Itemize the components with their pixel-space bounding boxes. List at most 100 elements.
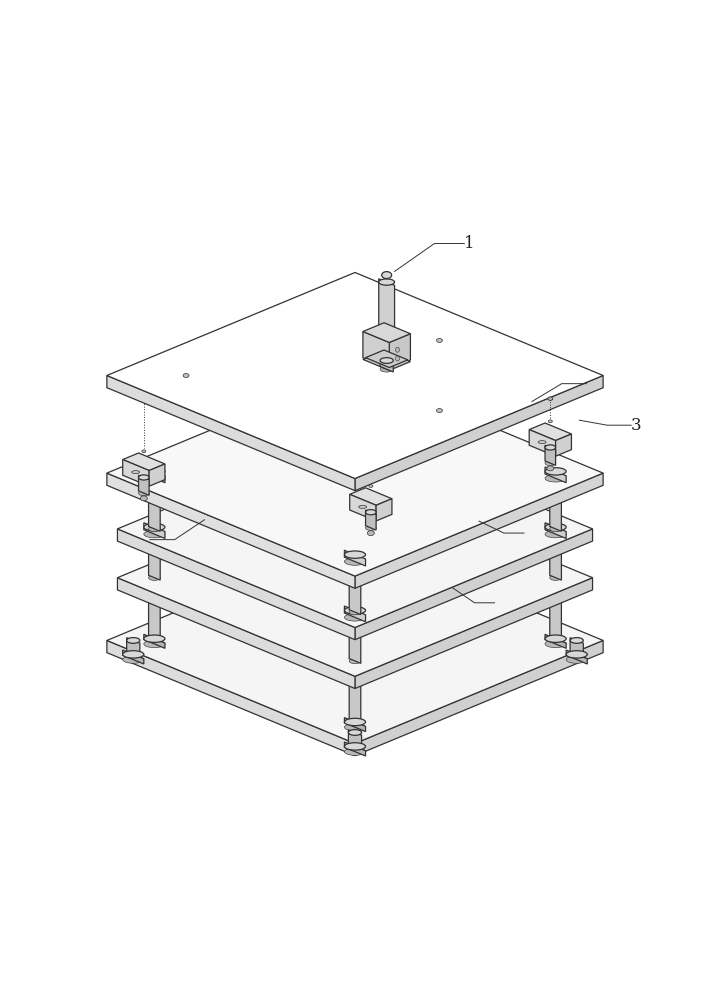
Polygon shape	[149, 575, 161, 643]
Ellipse shape	[436, 409, 442, 413]
Polygon shape	[389, 334, 410, 369]
Ellipse shape	[344, 384, 365, 392]
Ellipse shape	[349, 554, 360, 559]
Ellipse shape	[342, 508, 368, 526]
Ellipse shape	[550, 575, 561, 580]
Ellipse shape	[149, 526, 161, 532]
Ellipse shape	[348, 559, 362, 565]
Polygon shape	[348, 730, 362, 749]
Ellipse shape	[344, 718, 365, 726]
Polygon shape	[545, 523, 566, 538]
Polygon shape	[144, 634, 165, 648]
Polygon shape	[127, 638, 140, 657]
Ellipse shape	[545, 523, 566, 531]
Polygon shape	[118, 430, 593, 627]
Ellipse shape	[380, 366, 394, 372]
Ellipse shape	[349, 554, 360, 560]
Ellipse shape	[566, 656, 587, 663]
Ellipse shape	[349, 443, 360, 448]
Polygon shape	[344, 606, 365, 622]
Ellipse shape	[348, 730, 362, 735]
Ellipse shape	[344, 551, 365, 558]
Polygon shape	[355, 640, 603, 756]
Ellipse shape	[548, 397, 553, 400]
Polygon shape	[344, 439, 365, 455]
Polygon shape	[570, 638, 584, 657]
Polygon shape	[107, 370, 603, 576]
Ellipse shape	[545, 635, 566, 642]
Polygon shape	[149, 526, 161, 580]
Ellipse shape	[369, 485, 373, 487]
Polygon shape	[349, 492, 360, 560]
Ellipse shape	[344, 724, 365, 731]
Ellipse shape	[349, 658, 360, 664]
Ellipse shape	[547, 466, 554, 471]
Polygon shape	[350, 494, 376, 521]
Ellipse shape	[379, 329, 394, 336]
Polygon shape	[545, 634, 566, 648]
Polygon shape	[350, 488, 392, 505]
Polygon shape	[529, 423, 572, 441]
Ellipse shape	[396, 356, 399, 361]
Text: 8: 8	[494, 594, 505, 611]
Polygon shape	[566, 650, 587, 664]
Ellipse shape	[349, 443, 360, 448]
Ellipse shape	[349, 387, 360, 393]
Polygon shape	[545, 467, 566, 483]
Polygon shape	[355, 578, 593, 689]
Polygon shape	[348, 546, 362, 565]
Polygon shape	[122, 650, 144, 664]
Ellipse shape	[344, 440, 365, 448]
Ellipse shape	[550, 470, 561, 476]
Ellipse shape	[144, 530, 165, 538]
Polygon shape	[349, 387, 360, 448]
Ellipse shape	[144, 523, 165, 531]
Polygon shape	[118, 529, 355, 640]
Polygon shape	[365, 510, 376, 530]
Ellipse shape	[545, 475, 566, 482]
Ellipse shape	[344, 614, 365, 621]
Ellipse shape	[139, 475, 149, 480]
Ellipse shape	[348, 546, 362, 551]
Polygon shape	[349, 659, 360, 726]
Ellipse shape	[570, 638, 584, 643]
Polygon shape	[287, 488, 323, 514]
Ellipse shape	[538, 441, 546, 444]
Text: 4: 4	[524, 525, 534, 542]
Ellipse shape	[144, 475, 165, 482]
Ellipse shape	[122, 656, 144, 663]
Ellipse shape	[344, 559, 365, 566]
Ellipse shape	[348, 582, 362, 588]
Ellipse shape	[344, 748, 365, 755]
Ellipse shape	[149, 575, 161, 580]
Ellipse shape	[349, 609, 360, 615]
Ellipse shape	[382, 272, 391, 279]
Polygon shape	[355, 375, 603, 491]
Polygon shape	[144, 467, 165, 483]
Polygon shape	[149, 464, 165, 486]
Ellipse shape	[358, 505, 367, 508]
Polygon shape	[349, 554, 360, 615]
Ellipse shape	[349, 658, 360, 664]
Polygon shape	[118, 479, 593, 676]
Polygon shape	[550, 526, 561, 580]
Polygon shape	[287, 477, 350, 504]
Ellipse shape	[380, 358, 394, 363]
Polygon shape	[107, 473, 355, 588]
Ellipse shape	[349, 492, 360, 497]
Polygon shape	[344, 718, 365, 732]
Ellipse shape	[344, 743, 365, 750]
Polygon shape	[365, 350, 408, 368]
Polygon shape	[344, 384, 365, 399]
Text: 7: 7	[134, 531, 145, 548]
Polygon shape	[139, 475, 149, 495]
Ellipse shape	[396, 347, 399, 352]
Ellipse shape	[144, 468, 165, 475]
Polygon shape	[379, 279, 394, 336]
Ellipse shape	[149, 575, 161, 580]
Ellipse shape	[545, 445, 555, 450]
Polygon shape	[545, 445, 555, 465]
Ellipse shape	[348, 744, 362, 749]
Ellipse shape	[550, 526, 561, 532]
Polygon shape	[363, 332, 389, 369]
